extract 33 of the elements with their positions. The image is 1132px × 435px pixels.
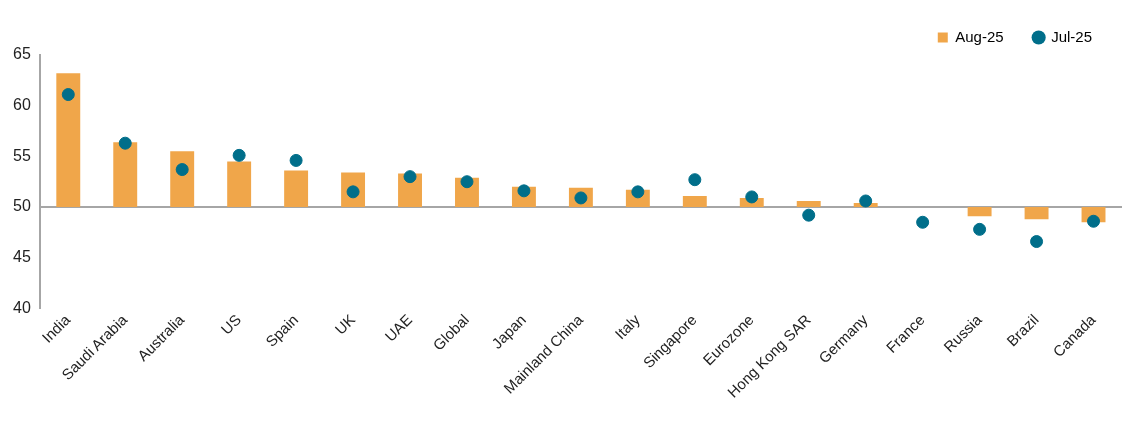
- y-tick-label: 50: [13, 197, 31, 215]
- x-tick-label: Italy: [611, 310, 644, 343]
- bar: [113, 142, 138, 208]
- point: [232, 148, 246, 162]
- point: [1030, 235, 1044, 249]
- y-tick-label: 55: [13, 146, 31, 164]
- bar: [682, 195, 707, 208]
- point: [859, 194, 873, 208]
- point: [973, 222, 987, 236]
- x-tick-label: UK: [331, 310, 359, 338]
- bar: [796, 200, 821, 208]
- y-tick-label: 60: [13, 96, 31, 114]
- bar: [967, 207, 992, 217]
- point: [460, 175, 474, 189]
- point: [802, 208, 816, 222]
- point: [289, 153, 303, 167]
- point: [403, 170, 417, 184]
- y-tick-label: 45: [13, 248, 31, 266]
- y-tick-label: 40: [13, 298, 31, 316]
- bar: [1024, 207, 1049, 220]
- legend-label: Jul-25: [1051, 27, 1092, 45]
- point: [61, 88, 75, 102]
- x-tick-label: US: [217, 310, 245, 338]
- point: [745, 190, 759, 204]
- point: [916, 215, 930, 229]
- legend-label: Aug-25: [955, 27, 1004, 45]
- point: [118, 136, 132, 150]
- point: [175, 163, 189, 177]
- y-tick-label: 65: [13, 45, 31, 63]
- point: [688, 173, 702, 187]
- bar: [56, 73, 81, 208]
- bar: [227, 161, 252, 208]
- bar: [284, 170, 309, 208]
